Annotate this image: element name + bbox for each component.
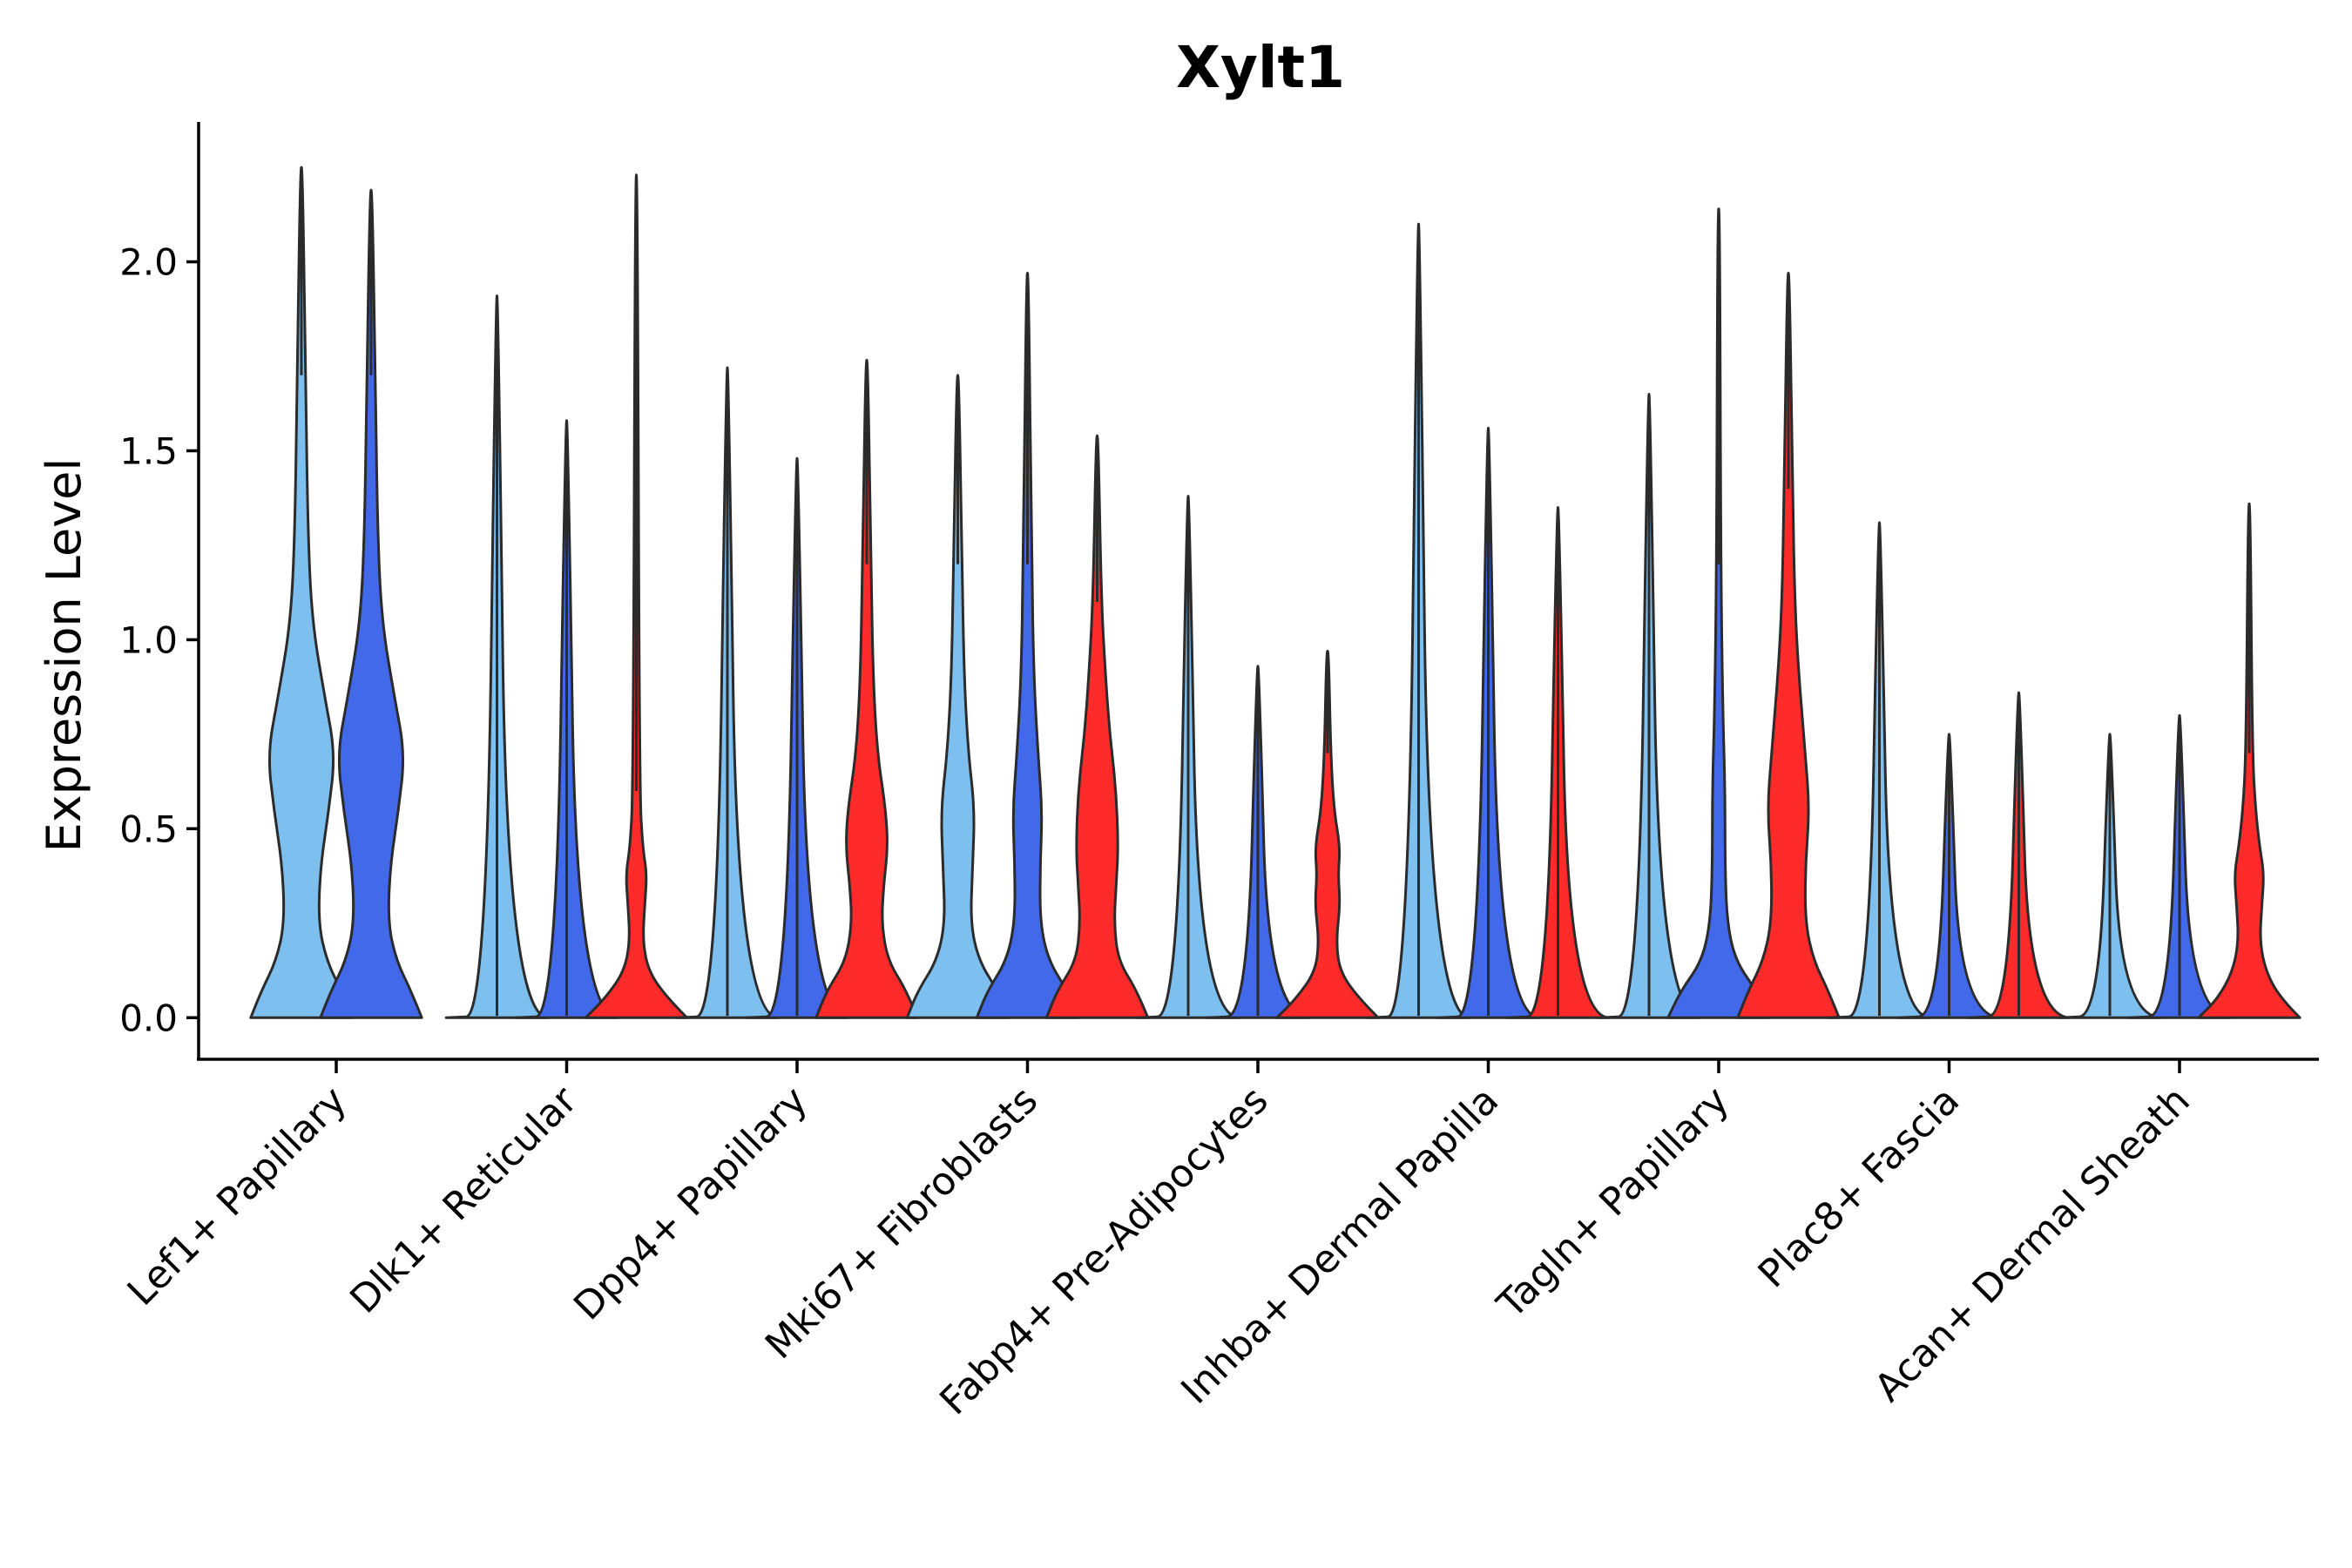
violin-dpp4-papillary-group3 (814, 358, 919, 1019)
chart-title: Xylt1 (1176, 34, 1345, 101)
violins-layer (249, 166, 2301, 1019)
violin-acan-dermal-sheath-group3 (2197, 502, 2301, 1019)
violin-tagln-papillary-group3 (1736, 272, 1841, 1019)
x-tick-label: Dlk1+ Reticular (341, 1078, 586, 1322)
violin-mki67-fibroblasts-group2 (975, 272, 1080, 1019)
x-tick-label: Dpp4+ Papillary (565, 1078, 816, 1329)
y-tick-label: 1.5 (119, 429, 178, 472)
y-tick-label: 0.0 (119, 997, 178, 1039)
y-tick-label: 2.0 (119, 241, 178, 284)
y-ticks: 0.0 0.5 1.0 1.5 2.0 (119, 241, 199, 1039)
violin-fabp4-pre-adipocytes-group3 (1275, 649, 1380, 1019)
violin-mki67-fibroblasts-group3 (1044, 434, 1150, 1019)
x-tick-label: Tagln+ Papillary (1489, 1078, 1738, 1328)
x-tick-label: Plac8+ Fascia (1750, 1078, 1969, 1297)
y-axis-label: Expression Level (37, 458, 91, 853)
y-tick-label: 1.0 (119, 618, 178, 661)
y-tick-label: 0.5 (119, 808, 178, 850)
x-tick-label: Lef1+ Papillary (119, 1078, 355, 1315)
